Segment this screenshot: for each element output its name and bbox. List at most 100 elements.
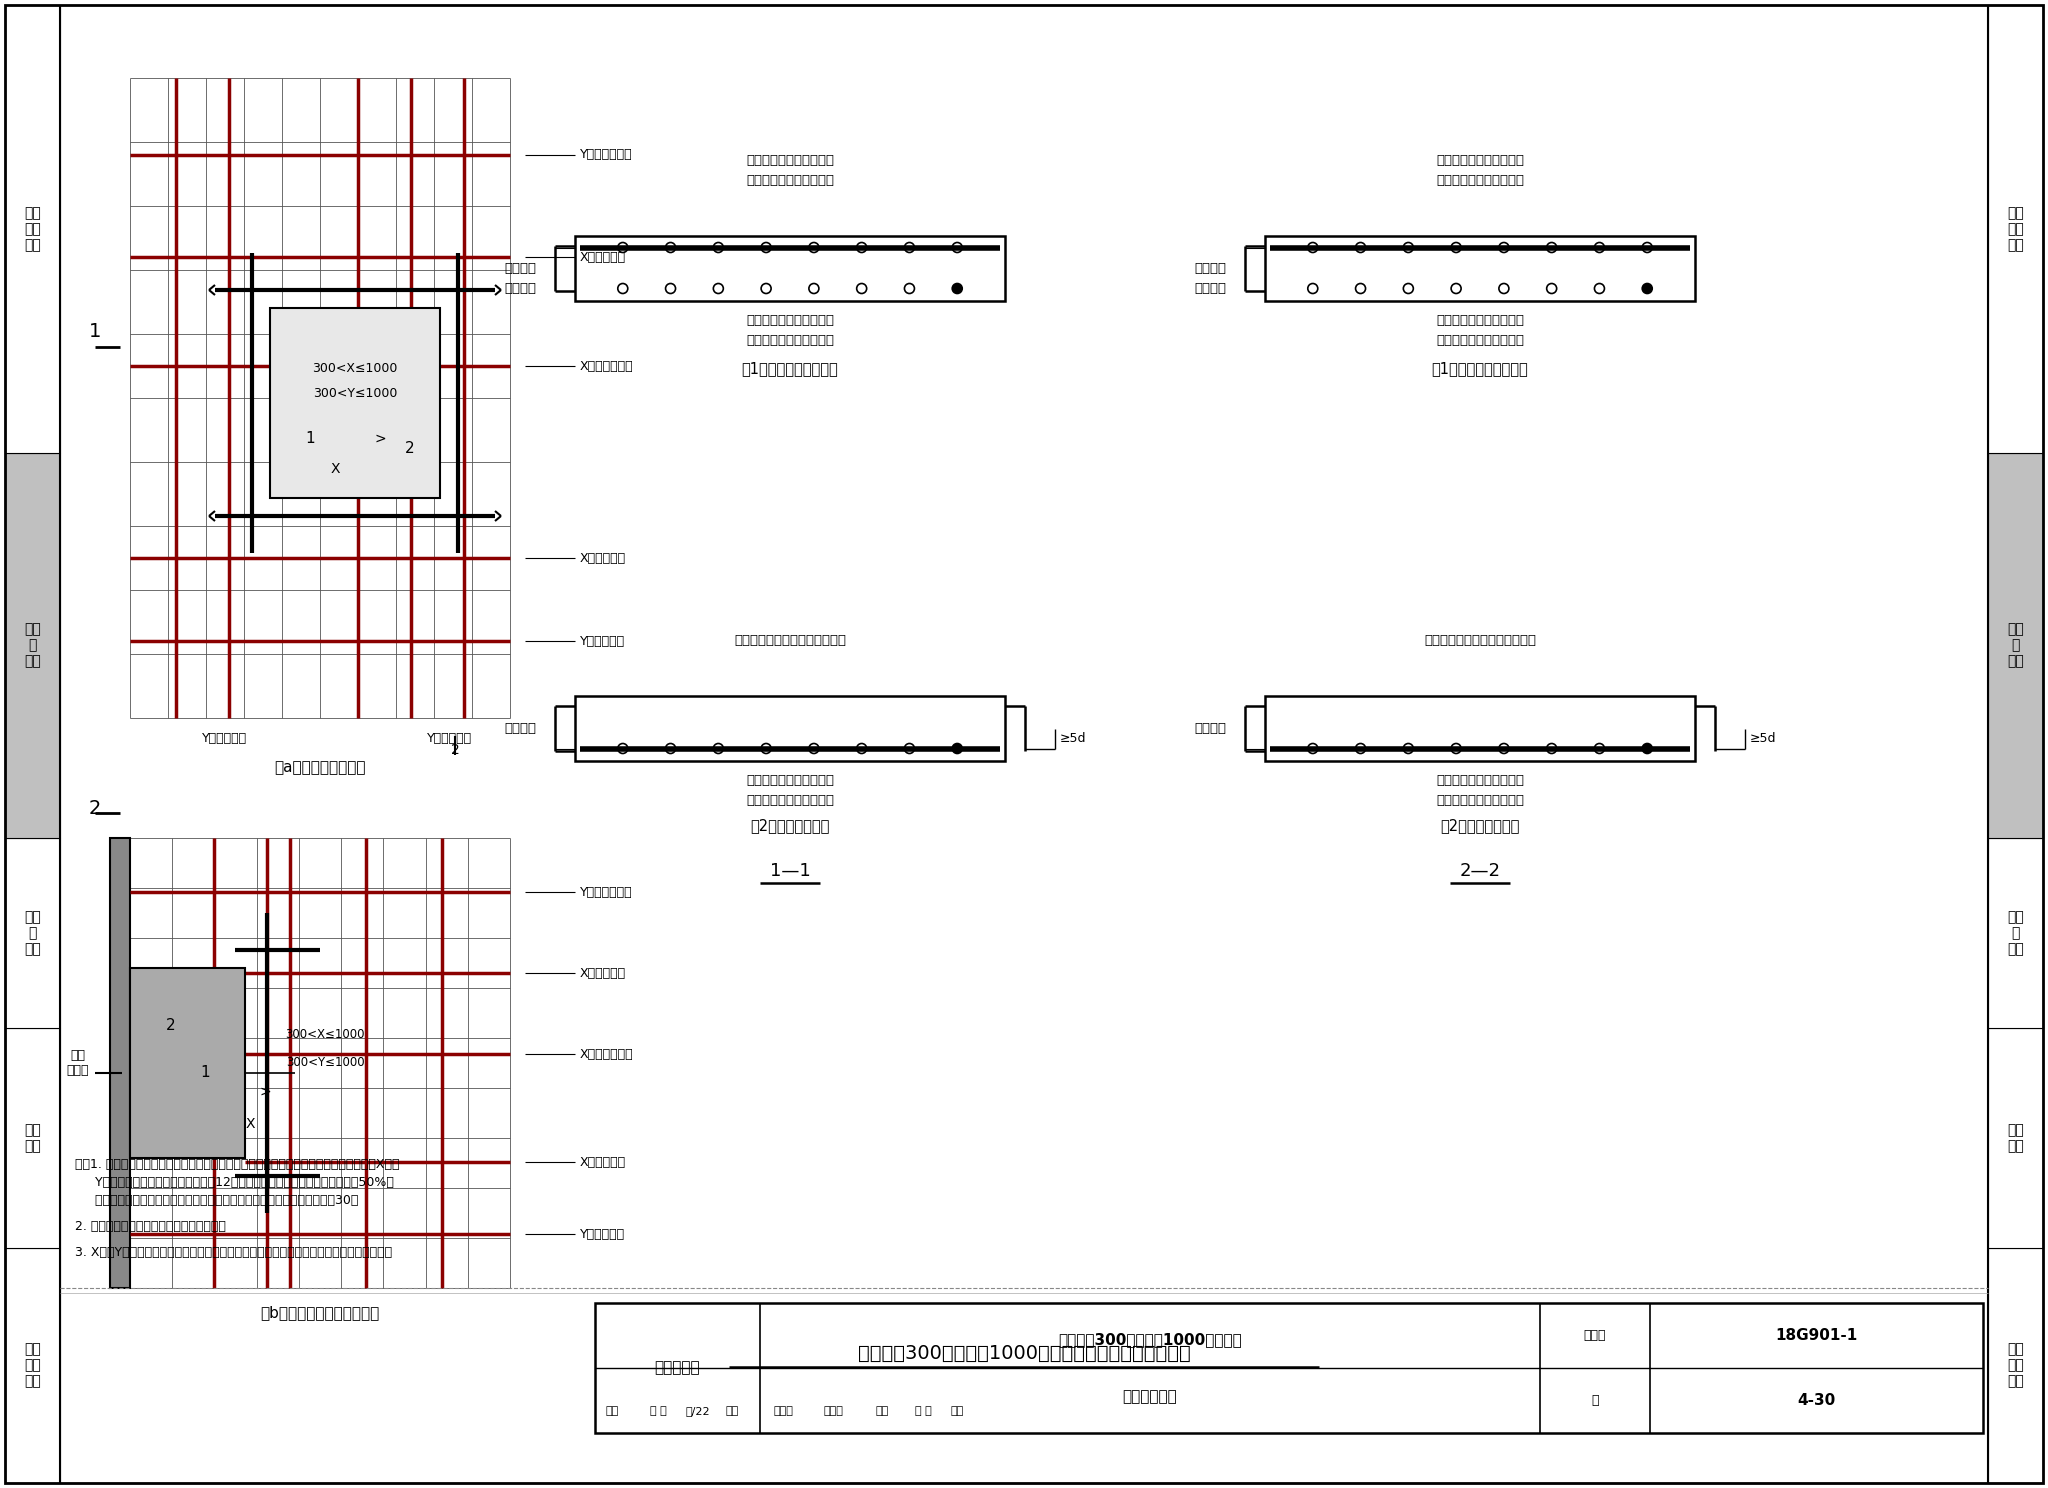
Text: 增设一根与下部相同的补强钢筋: 增设一根与下部相同的补强钢筋 — [1423, 634, 1536, 647]
Text: 18G901-1: 18G901-1 — [1776, 1327, 1858, 1344]
Circle shape — [1403, 744, 1413, 753]
Bar — [1989, 838, 2044, 1028]
Bar — [1266, 695, 1696, 760]
Text: 其弯钩固定洞边补强钢筋: 其弯钩固定洞边补强钢筋 — [1436, 333, 1524, 347]
Text: 无梁
楼盖
部分: 无梁 楼盖 部分 — [2007, 205, 2023, 251]
Text: 洞口大于300且不大于1000的现浇板: 洞口大于300且不大于1000的现浇板 — [1059, 1332, 1241, 1347]
Circle shape — [1546, 284, 1556, 293]
Text: 遇洞口被切断的上部钢筋: 遇洞口被切断的上部钢筋 — [1436, 153, 1524, 167]
Circle shape — [809, 243, 819, 253]
Circle shape — [1309, 284, 1317, 293]
Text: 2: 2 — [451, 743, 459, 757]
Text: ≥5d: ≥5d — [1059, 732, 1085, 745]
Text: 补强钢筋: 补强钢筋 — [1194, 283, 1227, 295]
Text: 补强钢筋: 补强钢筋 — [504, 262, 537, 274]
Circle shape — [762, 744, 772, 753]
Text: （1）板上、下部均配筋: （1）板上、下部均配筋 — [1432, 362, 1528, 376]
Text: X向补强纵筋: X向补强纵筋 — [580, 250, 627, 263]
Circle shape — [1356, 744, 1366, 753]
Circle shape — [1499, 243, 1509, 253]
Text: X向被切断纵筋: X向被切断纵筋 — [580, 360, 633, 372]
Circle shape — [762, 243, 772, 253]
Text: 1—1: 1—1 — [770, 862, 811, 879]
Circle shape — [905, 243, 915, 253]
Circle shape — [1452, 243, 1460, 253]
Text: 2: 2 — [88, 799, 100, 817]
Text: 审核: 审核 — [604, 1406, 618, 1417]
Text: X向补强纵筋: X向补强纵筋 — [580, 967, 627, 979]
Circle shape — [1595, 744, 1604, 753]
Text: 无梁
楼盖
部分: 无梁 楼盖 部分 — [25, 205, 41, 251]
Circle shape — [856, 744, 866, 753]
Circle shape — [1595, 284, 1604, 293]
Text: 其弯钩固定洞边补强钢筋: 其弯钩固定洞边补强钢筋 — [1436, 174, 1524, 187]
Text: 遇洞口被切断的下部钢筋: 遇洞口被切断的下部钢筋 — [1436, 774, 1524, 787]
Text: 2: 2 — [406, 440, 416, 455]
Text: 1: 1 — [305, 432, 315, 446]
Text: 页: 页 — [1591, 1394, 1599, 1408]
Circle shape — [1642, 243, 1653, 253]
Text: 补强钢筋: 补强钢筋 — [1194, 722, 1227, 735]
Text: 一般
构造
要求: 一般 构造 要求 — [25, 1342, 41, 1388]
Text: 300<X≤1000: 300<X≤1000 — [285, 1028, 365, 1042]
Text: >: > — [260, 1085, 270, 1098]
Bar — [1989, 4, 2044, 452]
Text: 遇洞口被切断的下部钢筋: 遇洞口被切断的下部钢筋 — [745, 314, 834, 327]
Bar — [4, 1028, 59, 1248]
Text: 其弯钩固定洞边补强钢筋: 其弯钩固定洞边补强钢筋 — [745, 333, 834, 347]
Circle shape — [952, 243, 963, 253]
Circle shape — [1309, 243, 1317, 253]
Text: 遇洞口被切断的下部钢筋: 遇洞口被切断的下部钢筋 — [1436, 314, 1524, 327]
Text: （1）板上、下部均配筋: （1）板上、下部均配筋 — [741, 362, 838, 376]
Text: 刘 魏: 刘 魏 — [649, 1406, 668, 1417]
Text: 一般
构造
要求: 一般 构造 要求 — [2007, 1342, 2023, 1388]
Bar — [4, 1248, 59, 1484]
Text: 4-30: 4-30 — [1798, 1393, 1835, 1408]
Text: （2）板仅下部配筋: （2）板仅下部配筋 — [750, 818, 829, 833]
Text: Y向补强纵筋: Y向补强纵筋 — [580, 1228, 625, 1241]
Circle shape — [1452, 284, 1460, 293]
Text: 图集号: 图集号 — [1583, 1329, 1606, 1342]
Text: 普通
板
部分: 普通 板 部分 — [25, 622, 41, 668]
Bar — [4, 838, 59, 1028]
Bar — [1989, 452, 2044, 838]
Text: 洞口大于300且不大于1000的现浇板钢筋排布构造（一）: 洞口大于300且不大于1000的现浇板钢筋排布构造（一） — [858, 1344, 1190, 1363]
Text: Y向补强纵筋: Y向补强纵筋 — [203, 732, 248, 744]
Text: 2. 补强钢筋的强度等级与被切断钢筋相同。: 2. 补强钢筋的强度等级与被切断钢筋相同。 — [76, 1220, 225, 1234]
Circle shape — [713, 744, 723, 753]
Text: 2: 2 — [166, 1018, 174, 1033]
Circle shape — [856, 284, 866, 293]
Text: 3. X向、Y向补强纵筋伸入支座的锚固方式同板中受力钢筋，当不伸入支座时，设计应标注。: 3. X向、Y向补强纵筋伸入支座的锚固方式同板中受力钢筋，当不伸入支座时，设计应… — [76, 1245, 391, 1259]
Circle shape — [1403, 284, 1413, 293]
Circle shape — [1356, 243, 1366, 253]
Bar — [111, 838, 129, 1289]
Circle shape — [713, 243, 723, 253]
Text: X向补强纵筋: X向补强纵筋 — [580, 1156, 627, 1168]
Text: 刘/22: 刘/22 — [684, 1406, 709, 1417]
Circle shape — [618, 243, 629, 253]
Text: ≥5d: ≥5d — [1749, 732, 1776, 745]
Text: Y向被切断纵筋: Y向被切断纵筋 — [580, 149, 633, 161]
Text: 宫主洁: 宫主洁 — [823, 1406, 844, 1417]
Circle shape — [809, 744, 819, 753]
Text: 补强钢筋: 补强钢筋 — [1194, 262, 1227, 274]
Circle shape — [905, 744, 915, 753]
Bar — [270, 308, 440, 498]
Bar — [1989, 1028, 2044, 1248]
Text: 遇洞口被切断的下部钢筋: 遇洞口被切断的下部钢筋 — [745, 774, 834, 787]
Bar — [575, 235, 1006, 301]
Text: 增设一根与下部相同的补强钢筋: 增设一根与下部相同的补强钢筋 — [733, 634, 846, 647]
Circle shape — [762, 284, 772, 293]
Circle shape — [666, 744, 676, 753]
Bar — [129, 969, 246, 1158]
Circle shape — [1499, 744, 1509, 753]
Text: Y向分别按每边配置两根直径不小于12且不小于同向被切断纵向钢筋总面积的50%补: Y向分别按每边配置两根直径不小于12且不小于同向被切断纵向钢筋总面积的50%补 — [76, 1176, 393, 1189]
Text: 框架
部分: 框架 部分 — [2007, 1123, 2023, 1153]
Circle shape — [713, 284, 723, 293]
Text: 剪力
墙
部分: 剪力 墙 部分 — [25, 909, 41, 957]
Circle shape — [1642, 744, 1653, 753]
Circle shape — [905, 284, 915, 293]
Text: （b）梁边或墙边开矩形洞口: （b）梁边或墙边开矩形洞口 — [260, 1305, 379, 1320]
Text: 遇洞口被切断的上部钢筋: 遇洞口被切断的上部钢筋 — [745, 153, 834, 167]
Text: 高志强: 高志强 — [772, 1406, 793, 1417]
